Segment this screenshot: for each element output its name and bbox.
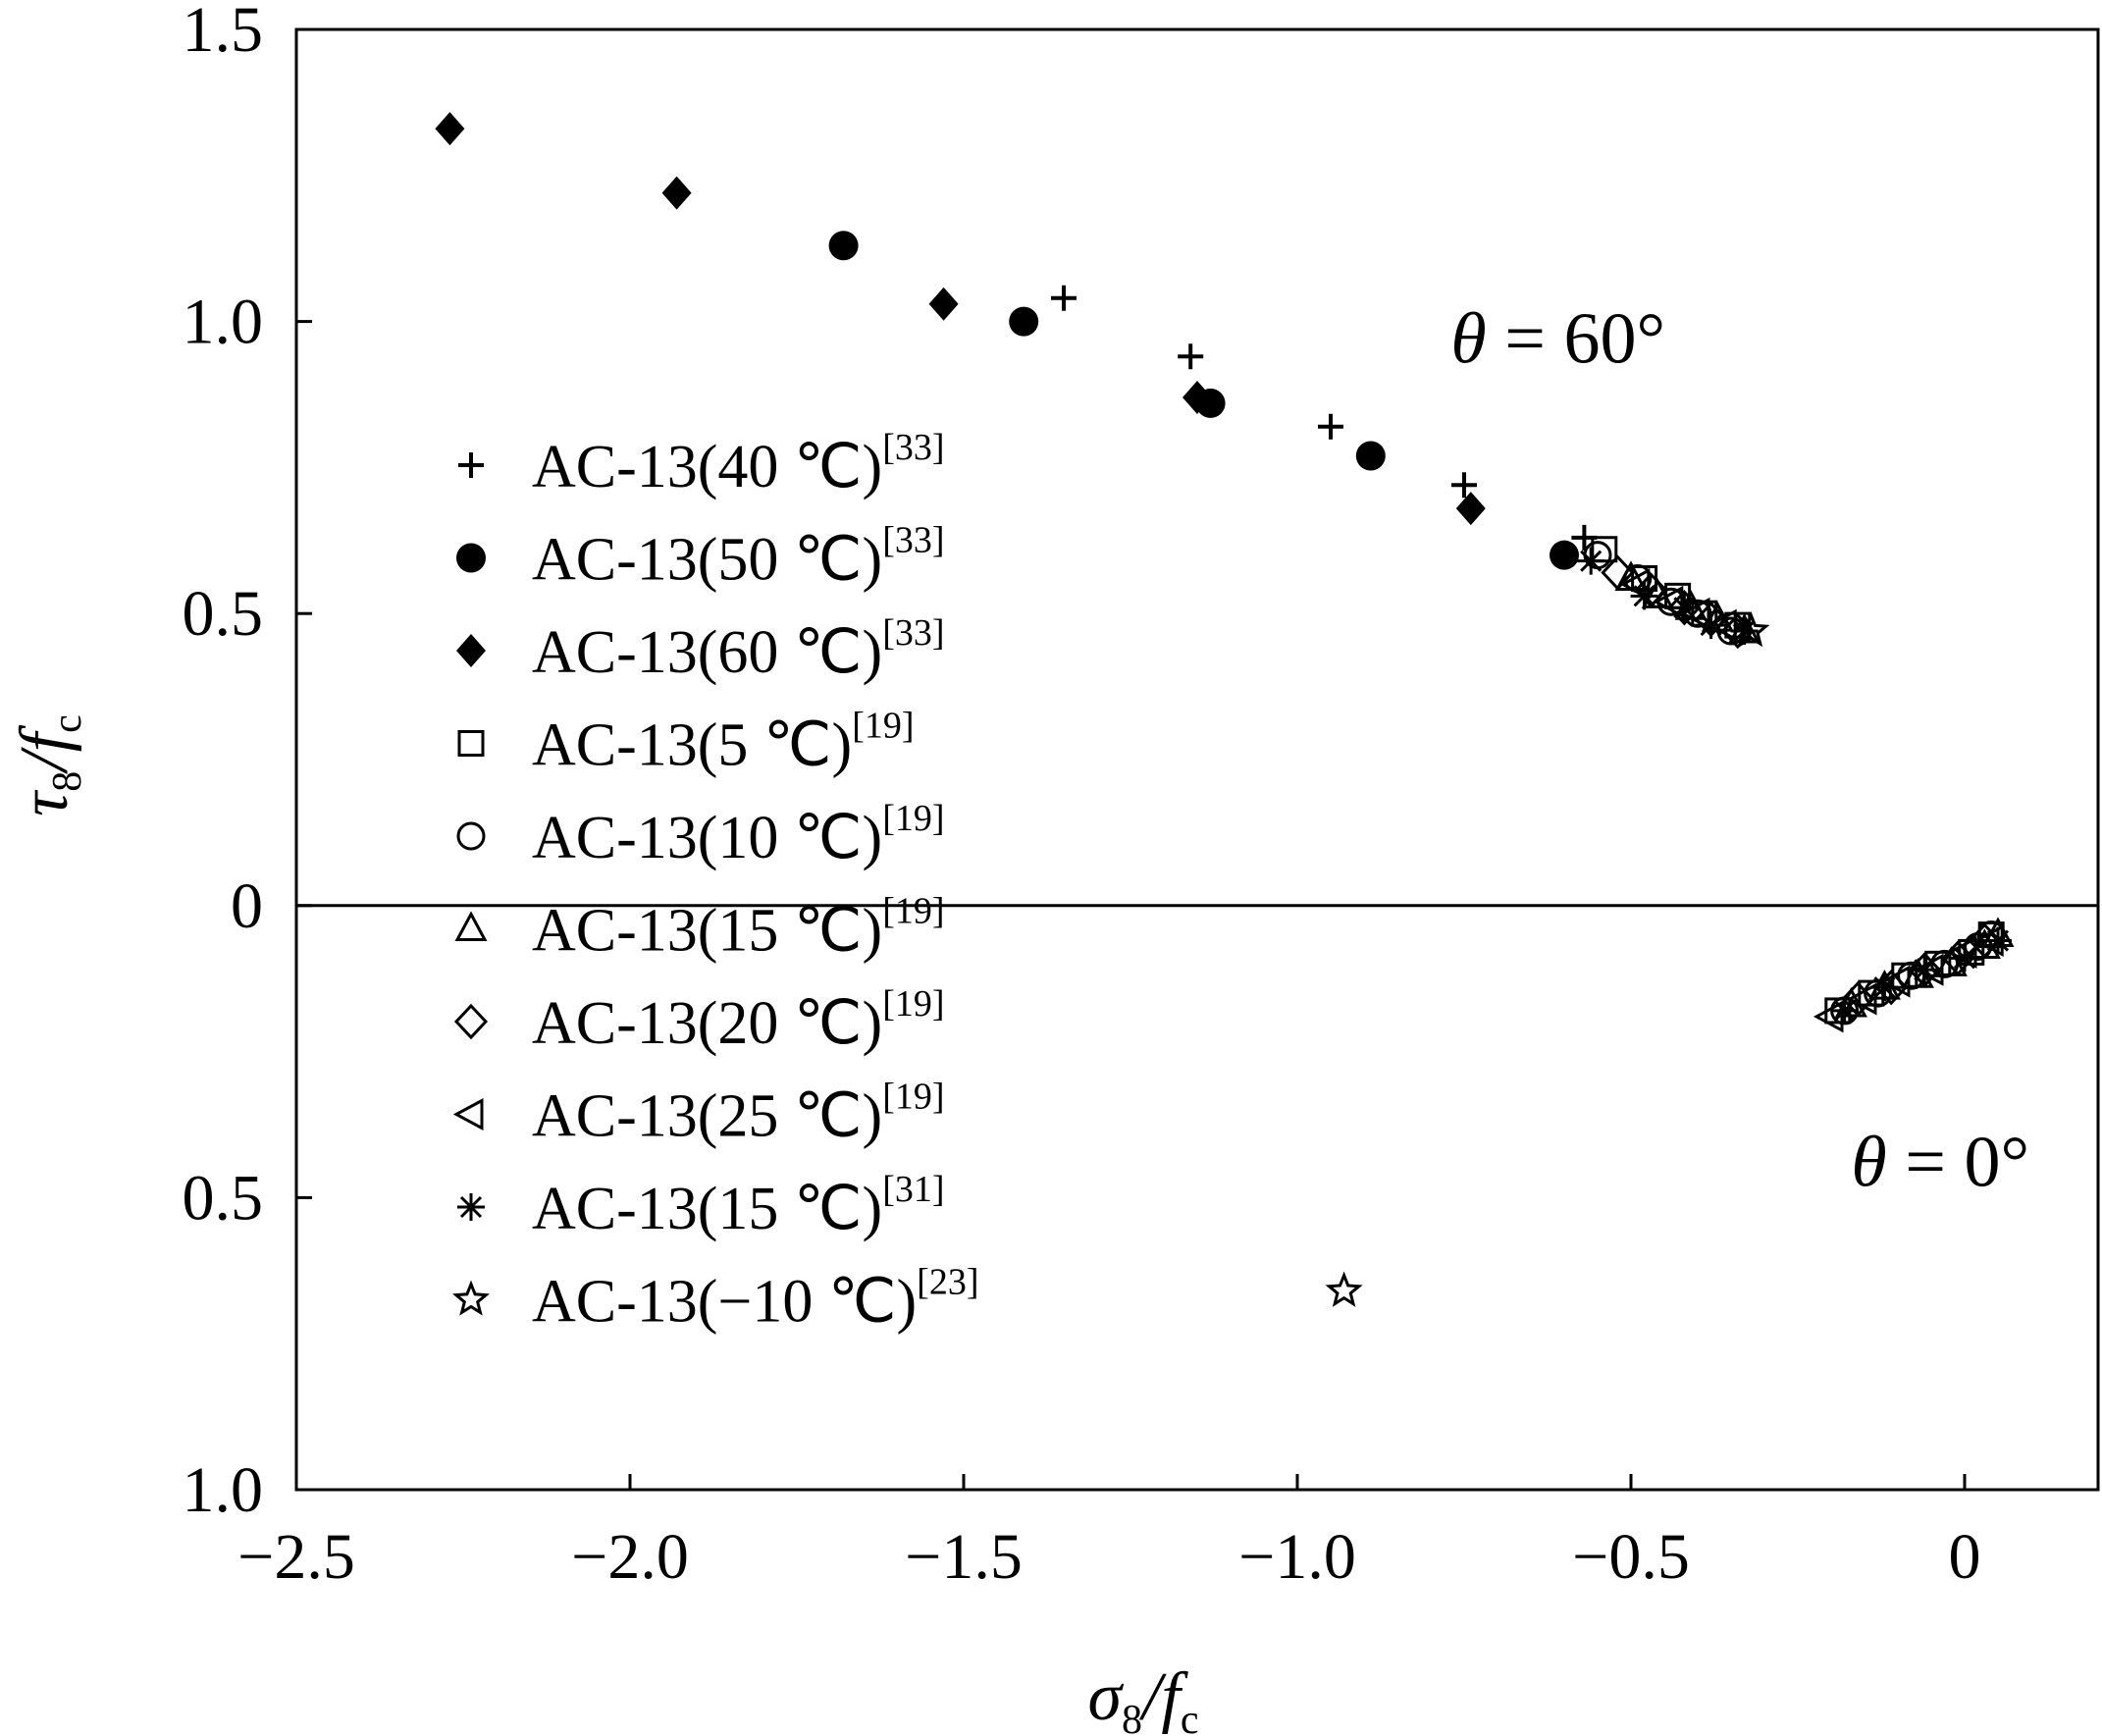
data-point-asterisk [1697, 611, 1725, 640]
legend-marker-asterisk [457, 1193, 485, 1221]
data-point-triangle-up-open [1641, 578, 1674, 608]
data-point-diamond-filled [1455, 492, 1486, 526]
data-point-triangle-left-open [1619, 567, 1651, 601]
data-points: θ = 60° θ = 0° [435, 112, 2029, 1307]
data-point-star-open [1325, 1271, 1363, 1307]
annotation-label: θ = 60° [1450, 298, 1665, 379]
legend-marker-diamond-open [453, 1003, 489, 1040]
data-point-asterisk [1830, 996, 1859, 1025]
y-tick-label: 0.5 [183, 578, 264, 650]
data-point-asterisk [1630, 582, 1658, 610]
x-tick-label: −0.5 [1572, 1521, 1690, 1593]
data-point-triangle-left-open [1846, 982, 1877, 1016]
y-axis-label: τ8/fc [7, 714, 90, 816]
legend-marker-square-open [457, 730, 485, 757]
legend-marker-star-open [451, 1280, 491, 1316]
data-point-diamond-filled [661, 176, 692, 210]
data-point-triangle-left-open [1653, 585, 1684, 618]
data-point-diamond-open [1667, 590, 1702, 626]
data-point-diamond-filled [435, 112, 465, 146]
x-axis-label: σ8/fc [1087, 1659, 1198, 1736]
data-point-plus [1178, 343, 1204, 370]
x-axis-label-main: σ [1087, 1659, 1124, 1735]
data-point-triangle-up-open [1934, 946, 1968, 976]
data-point-diamond-filled [1182, 380, 1212, 414]
legend-marker-circle-open [456, 821, 486, 851]
x-tick-label: −1.0 [1238, 1521, 1356, 1593]
legend-entry-label: AC-13(25 ℃)[19] [532, 1077, 945, 1150]
plot-frame [294, 27, 2100, 1492]
y-tick-label: 0.5 [183, 1162, 264, 1234]
data-point-circle-filled [1550, 540, 1579, 570]
annotation-label: θ = 0° [1851, 1122, 2029, 1202]
legend-marker-triangle-left-open [452, 1097, 484, 1131]
legend: AC-13(40 ℃)[33] AC-13(50 ℃)[33] AC-13(60 ℃… [451, 427, 978, 1336]
x-tick-label: −2.0 [571, 1521, 689, 1593]
legend-marker-circle-filled [456, 543, 486, 573]
legend-entry-label: AC-13(5 ℃)[19] [532, 706, 915, 779]
legend-entry-label: AC-13(40 ℃)[33] [532, 427, 945, 500]
y-tick-label: 1.5 [183, 0, 264, 66]
y-tick-label: 0 [231, 870, 263, 942]
legend-entry-label: AC-13(−10 ℃)[23] [532, 1262, 978, 1336]
data-point-asterisk [1577, 547, 1605, 575]
data-point-plus [1318, 413, 1343, 440]
data-point-asterisk [1870, 973, 1899, 1002]
legend-entry-label: AC-13(15 ℃)[31] [532, 1169, 945, 1242]
data-point-asterisk [1730, 617, 1759, 646]
data-point-star-open [1732, 611, 1770, 648]
legend-marker-plus [458, 452, 484, 478]
axis-ticks: −2.5 −2.0 −1.5 −1.0 −0.5 0 1.5 1.0 0.5 0 0.5 1.0 [183, 0, 1981, 1593]
legend-entry-label: AC-13(15 ℃)[19] [532, 891, 945, 965]
data-point-triangle-left-open [1913, 953, 1944, 986]
data-point-diamond-open [1908, 952, 1942, 988]
data-point-diamond-open [1841, 980, 1875, 1018]
data-point-asterisk [1984, 926, 2012, 955]
legend-entry-label: AC-13(60 ℃)[33] [532, 612, 945, 686]
plot-area [294, 27, 2100, 1492]
legend-entry-label: AC-13(10 ℃)[19] [532, 798, 945, 871]
y-tick-label: 1.0 [183, 287, 264, 358]
legend-entry-label: AC-13(20 ℃)[19] [532, 983, 945, 1057]
legend-marker-diamond-filled [456, 634, 486, 667]
data-point-triangle-left-open [1813, 1000, 1844, 1033]
legend-entry-label: AC-13(50 ℃)[33] [532, 520, 945, 594]
data-point-circle-filled [1355, 441, 1386, 471]
x-tick-label: −2.5 [237, 1521, 355, 1593]
data-point-diamond-open [1634, 572, 1668, 608]
data-point-asterisk [1951, 944, 1978, 973]
data-point-diamond-open [1601, 554, 1635, 591]
data-point-circle-filled [828, 231, 859, 261]
data-point-plus [1051, 285, 1077, 311]
legend-marker-triangle-up-open [454, 911, 488, 941]
x-tick-label: −1.5 [905, 1521, 1023, 1593]
x-tick-label: 0 [1949, 1521, 1981, 1593]
data-point-circle-filled [1009, 306, 1039, 337]
data-point-plus [1451, 472, 1477, 499]
data-point-diamond-filled [928, 287, 959, 321]
y-tick-label: 1.0 [183, 1454, 264, 1526]
data-point-asterisk [1670, 594, 1699, 622]
data-point-asterisk [1911, 956, 1939, 984]
